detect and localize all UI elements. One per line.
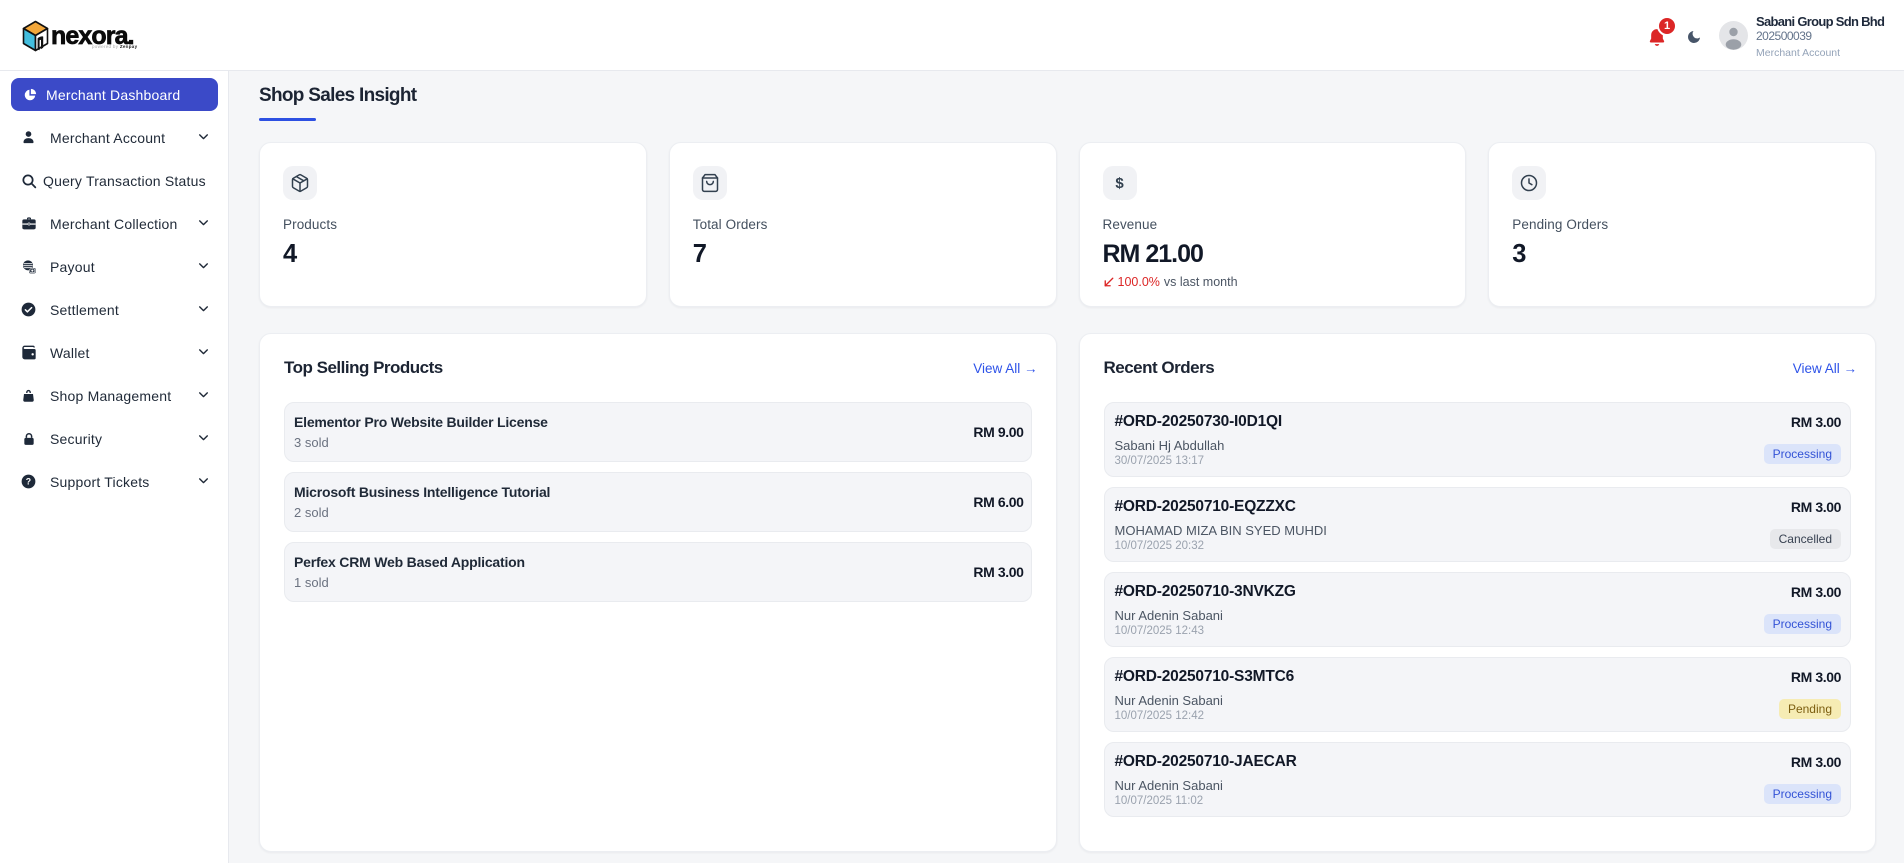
svg-text:?: ? bbox=[26, 477, 31, 487]
